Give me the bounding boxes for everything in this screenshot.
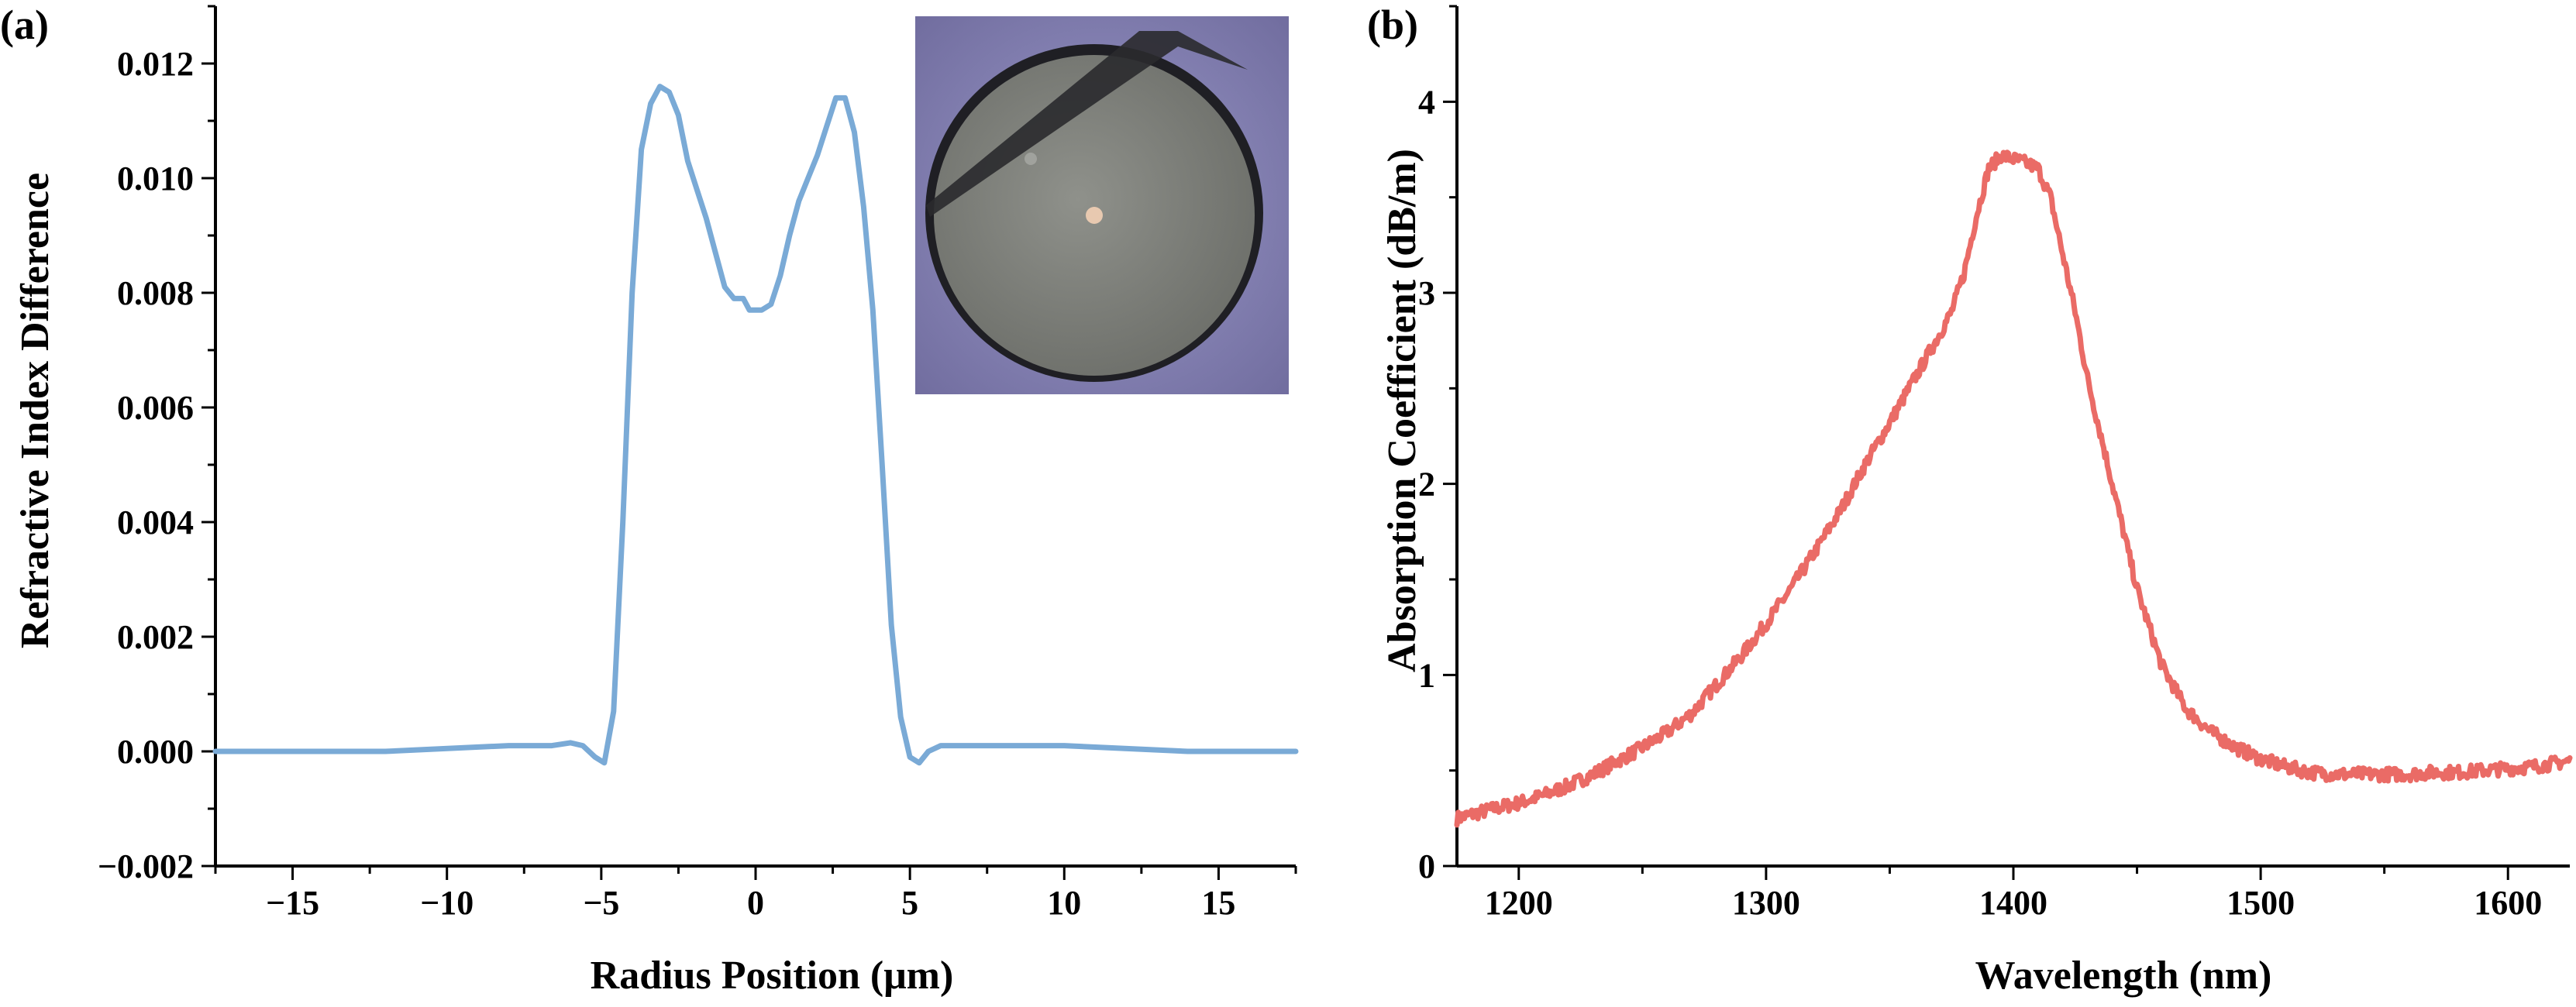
fiber-micrograph-inset xyxy=(914,15,1290,396)
x-tick-label-b: 1400 xyxy=(1979,884,2047,922)
series-line-a xyxy=(212,84,1299,766)
y-tick-label-a: 0.000 xyxy=(117,733,194,771)
y-tick-label-a: 0.010 xyxy=(117,160,194,198)
tick-labels-a: −15 −10 −5 0 5 10 15 −0.002 0.000 0.002 0.004 0.006… xyxy=(98,45,1236,922)
x-tick-label-a: 0 xyxy=(747,884,764,922)
y-tick-label-a: 0.012 xyxy=(117,45,194,83)
x-tick-label-a: 5 xyxy=(901,884,918,922)
panel-b: (b) 1200 1300 1400 1500 1600 0 1 2 3 4 Wavelength… xyxy=(1367,2,2573,998)
x-tick-label-b: 1200 xyxy=(1485,884,1553,922)
y-tick-label-b: 3 xyxy=(1418,274,1435,312)
x-tick-label-b: 1600 xyxy=(2474,884,2542,922)
x-tick-label-a: −10 xyxy=(420,884,474,922)
x-tick-label-a: −5 xyxy=(583,884,619,922)
series-line-b xyxy=(1454,150,2573,828)
y-axis-title-b: Absorption Coefficient (dB/m) xyxy=(1380,149,1424,672)
y-tick-label-a: 0.006 xyxy=(117,389,194,427)
panel-a: (a) xyxy=(0,2,1299,998)
y-tick-label-b: 4 xyxy=(1418,83,1435,121)
y-axis-title-a: Refractive Index Difference xyxy=(13,173,57,648)
x-tick-label-b: 1300 xyxy=(1732,884,1800,922)
x-axis-title-a: Radius Position (μm) xyxy=(591,954,954,998)
y-tick-label-a: −0.002 xyxy=(98,847,194,885)
x-tick-label-a: −15 xyxy=(266,884,319,922)
x-axis-title-b: Wavelength (nm) xyxy=(1975,954,2272,998)
panel-a-label: (a) xyxy=(0,2,49,48)
y-tick-label-b: 0 xyxy=(1418,847,1435,885)
x-tick-label-a: 10 xyxy=(1047,884,1081,922)
y-tick-label-a: 0.008 xyxy=(117,274,194,312)
panel-b-label: (b) xyxy=(1367,2,1418,48)
x-tick-label-a: 15 xyxy=(1201,884,1235,922)
tick-labels-b: 1200 1300 1400 1500 1600 0 1 2 3 4 xyxy=(1418,83,2542,922)
y-tick-label-b: 2 xyxy=(1418,466,1435,504)
x-tick-label-b: 1500 xyxy=(2226,884,2295,922)
y-tick-label-a: 0.002 xyxy=(117,618,194,656)
axes-b xyxy=(1443,5,2573,880)
y-tick-label-b: 1 xyxy=(1418,656,1435,694)
y-tick-label-a: 0.004 xyxy=(117,504,194,541)
axes-a xyxy=(201,5,1299,880)
